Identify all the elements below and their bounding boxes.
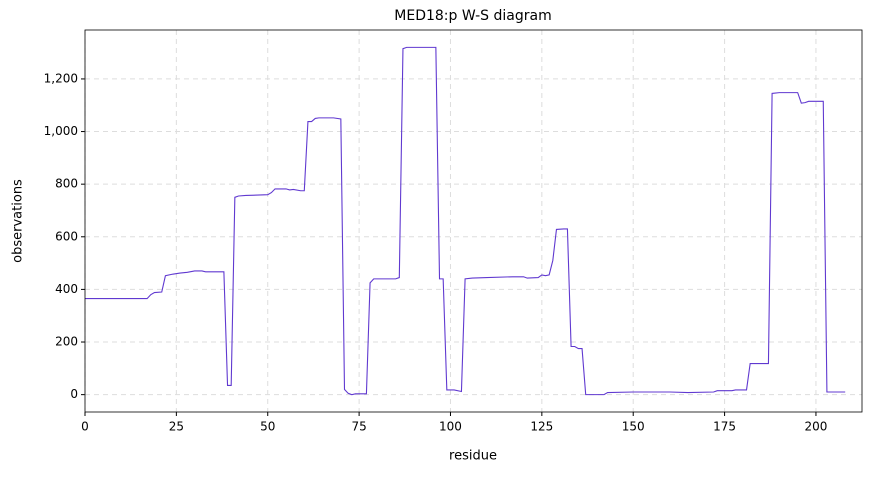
x-tick-label: 125 <box>530 420 553 434</box>
plot-frame <box>84 29 863 413</box>
x-tick-label: 50 <box>260 420 275 434</box>
data-line <box>85 46 846 396</box>
x-tick-label: 0 <box>81 420 89 434</box>
x-tick-label: 150 <box>622 420 645 434</box>
y-tick-label: 1,200 <box>44 71 78 85</box>
y-tick-label: 200 <box>55 335 78 349</box>
y-axis-label: observations <box>11 179 26 263</box>
y-tick-label: 400 <box>55 282 78 296</box>
x-tick-label: 100 <box>439 420 462 434</box>
y-tick-label: 0 <box>70 387 78 401</box>
x-tick-label: 25 <box>169 420 184 434</box>
chart-title: MED18:p W-S diagram <box>394 8 551 24</box>
x-tick-label: 75 <box>351 420 366 434</box>
y-tick-label: 800 <box>55 177 78 191</box>
y-tick-label: 1,000 <box>44 124 78 138</box>
x-tick-label: 200 <box>804 420 827 434</box>
x-axis-label: residue <box>449 449 497 464</box>
y-tick-label: 600 <box>55 229 78 243</box>
x-tick-label: 175 <box>713 420 736 434</box>
